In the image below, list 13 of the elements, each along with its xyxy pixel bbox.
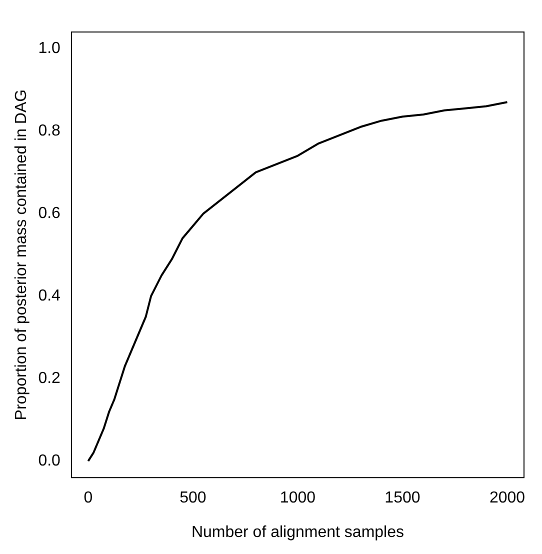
y-tick-label: 0.2 <box>38 370 61 387</box>
y-tick-label: 0.0 <box>38 452 61 470</box>
y-tick-label: 0.4 <box>38 287 61 304</box>
x-tick-label: 500 <box>180 490 206 507</box>
y-axis-title: Proportion of posterior mass contained in DAG <box>13 89 30 420</box>
x-tick-label: 2000 <box>489 490 526 507</box>
x-tick-label: 1500 <box>384 490 420 507</box>
x-tick-label: 0 <box>84 490 93 507</box>
y-tick-label: 0.6 <box>38 204 61 222</box>
x-axis-title: Number of alignment samples <box>191 524 404 541</box>
y-tick-label: 0.8 <box>38 122 61 140</box>
x-tick-label: 1000 <box>280 490 316 507</box>
y-tick-label: 1.0 <box>38 40 61 57</box>
